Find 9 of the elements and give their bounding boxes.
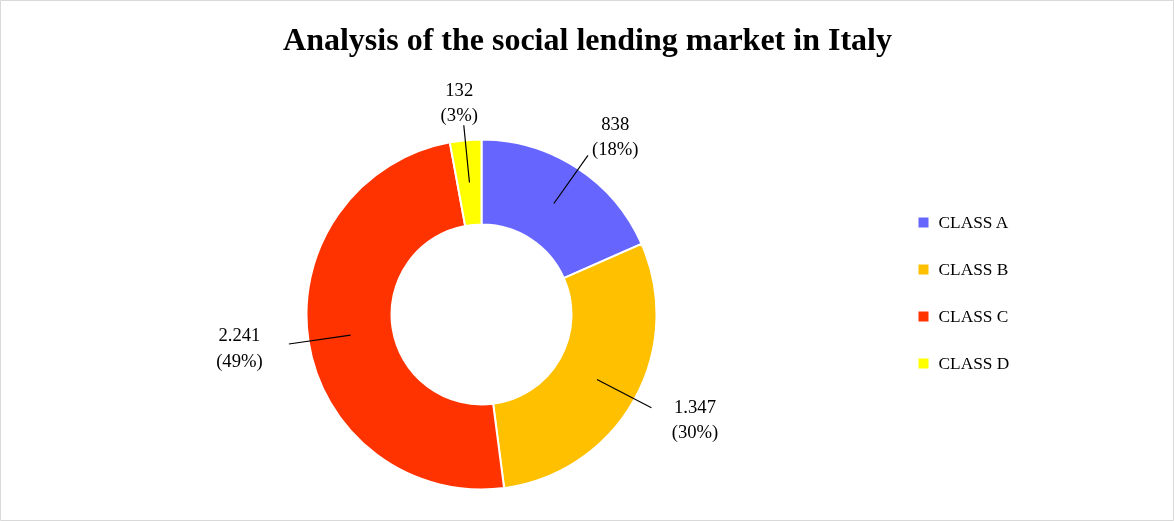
legend-label: CLASS D	[938, 354, 1010, 373]
legend-label: CLASS C	[938, 307, 1009, 326]
legend-label: CLASS B	[938, 260, 1009, 279]
data-label: 132 (3%)	[440, 79, 478, 127]
data-label: 2.241 (49%)	[216, 324, 263, 372]
chart-title: Analysis of the social lending market in Italy	[283, 20, 892, 57]
data-label: 838 (18%)	[591, 112, 639, 161]
legend-label: CLASS A	[938, 213, 1009, 232]
data-label: 1.347 (30%)	[671, 395, 719, 444]
